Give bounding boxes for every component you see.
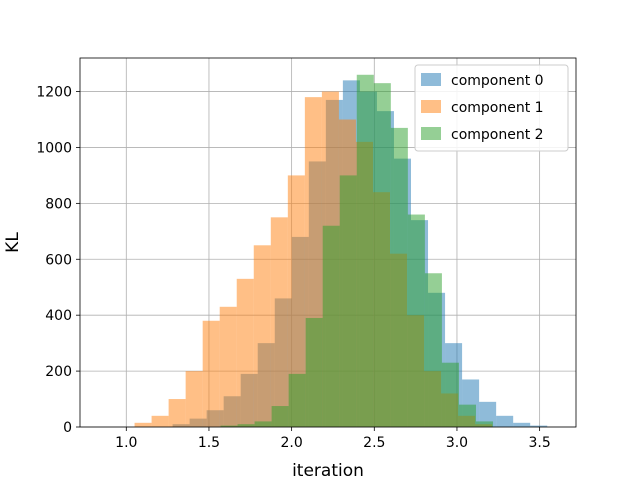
histogram-bar: [202, 320, 220, 427]
legend-swatch: [421, 127, 441, 140]
y-tick-label: 400: [45, 308, 72, 324]
legend-swatch: [421, 100, 441, 113]
histogram-bar: [270, 217, 288, 427]
histogram-bar: [237, 424, 255, 427]
histogram-bar: [168, 399, 186, 427]
histogram-bar: [339, 175, 357, 427]
histogram-bar: [458, 404, 476, 427]
legend-swatch: [421, 73, 441, 86]
x-tick-label: 1.0: [115, 435, 137, 451]
histogram-bar: [496, 415, 514, 427]
histogram-bar: [287, 175, 305, 427]
histogram-bar: [271, 406, 289, 427]
x-tick-label: 2.0: [280, 435, 302, 451]
y-tick-label: 1000: [36, 140, 72, 156]
histogram-bar: [151, 415, 169, 427]
x-tick-label: 2.5: [363, 435, 385, 451]
histogram-bar: [356, 74, 374, 427]
histogram-bar: [134, 422, 152, 427]
histogram-bar: [322, 225, 340, 427]
legend-box: [414, 64, 569, 152]
histogram-bar: [407, 214, 425, 427]
bars: [134, 74, 548, 428]
histogram-bar: [236, 278, 254, 427]
histogram-bar: [424, 273, 442, 427]
y-tick-label: 200: [45, 364, 72, 380]
histogram-bar: [479, 401, 497, 427]
y-tick-label: 600: [45, 252, 72, 268]
histogram-bar: [475, 421, 494, 427]
x-tick-label: 1.5: [198, 435, 220, 451]
legend-label: component 1: [451, 100, 544, 116]
histogram-bar: [288, 373, 306, 427]
histogram-bar: [373, 83, 391, 427]
histogram-bar: [305, 317, 323, 427]
y-tick-label: 1200: [36, 85, 72, 101]
histogram-bar: [513, 422, 531, 427]
x-axis-title: iteration: [292, 461, 364, 480]
x-tick-label: 3.5: [528, 435, 550, 451]
histogram-bar: [441, 362, 459, 427]
legend-label: component 0: [451, 73, 544, 89]
histogram-bar: [219, 306, 237, 427]
histogram-bar: [253, 245, 271, 427]
histogram-bar: [390, 127, 408, 428]
legend-label: component 2: [451, 127, 544, 143]
series-2-bars: [220, 74, 494, 428]
histogram-bar: [530, 425, 548, 427]
y-axis-title: KL: [3, 232, 23, 253]
plot-frame: [79, 57, 577, 428]
y-tick-label: 0: [63, 420, 72, 436]
axis-ticks: 1.0 1.5 2.0 2.5 3.0 3.5 0 200 400 600 800 1000 1200: [36, 85, 550, 451]
histogram-bar: [254, 421, 272, 427]
legend: component 0 component 1 component 2: [414, 64, 569, 152]
histogram-bar: [185, 371, 203, 427]
histogram-bar: [220, 425, 238, 427]
y-tick-label: 800: [45, 196, 72, 212]
x-tick-label: 3.0: [446, 435, 468, 451]
